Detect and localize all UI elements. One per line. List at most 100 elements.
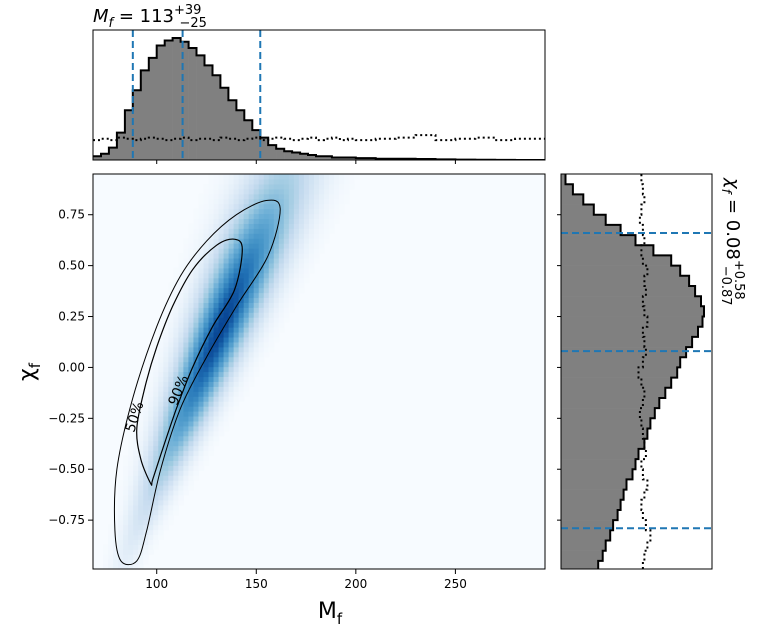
heatmap-cell: [158, 510, 164, 516]
heatmap-cell: [249, 184, 255, 190]
heatmap-cell: [193, 223, 199, 229]
heatmap-cell: [168, 515, 174, 521]
heatmap-cell: [269, 184, 275, 190]
heatmap-cell: [153, 544, 159, 550]
heatmap-cell: [108, 554, 114, 560]
heatmap-cell: [294, 258, 300, 264]
right-histogram-bar: [561, 337, 692, 347]
heatmap-cell: [264, 273, 270, 279]
heatmap-cell: [264, 248, 270, 254]
heatmap-cell: [259, 174, 265, 180]
right-histogram-bar: [561, 245, 653, 255]
heatmap-cell: [128, 549, 134, 555]
heatmap-cell: [224, 228, 230, 234]
heatmap-cell: [254, 312, 260, 318]
heatmap-cell: [168, 460, 174, 466]
heatmap-cell: [193, 283, 199, 289]
heatmap-cell: [294, 273, 300, 279]
heatmap-cell: [193, 475, 199, 481]
x-tick-label: 150: [245, 577, 268, 591]
heatmap-cell: [224, 376, 230, 382]
heatmap-cell: [173, 307, 179, 313]
heatmap-cell: [128, 495, 134, 501]
top-histogram-bar: [157, 45, 165, 160]
heatmap-cell: [173, 470, 179, 476]
heatmap-cell: [193, 421, 199, 427]
heatmap-cell: [193, 317, 199, 323]
heatmap-cell: [254, 293, 260, 299]
heatmap-cell: [183, 293, 189, 299]
heatmap-cell: [224, 204, 230, 210]
heatmap-cell: [299, 268, 305, 274]
heatmap-cell: [249, 253, 255, 259]
heatmap-cell: [264, 179, 270, 185]
heatmap-cell: [259, 248, 265, 254]
heatmap-cell: [133, 534, 139, 540]
heatmap-cell: [143, 446, 149, 452]
heatmap-cell: [334, 209, 340, 215]
heatmap-cell: [249, 273, 255, 279]
heatmap-cell: [103, 544, 109, 550]
heatmap-cell: [279, 258, 285, 264]
heatmap-cell: [304, 268, 310, 274]
heatmap-cell: [224, 184, 230, 190]
heatmap-cell: [244, 307, 250, 313]
heatmap-cell: [148, 530, 154, 536]
heatmap-cell: [234, 218, 240, 224]
heatmap-cell: [209, 302, 215, 308]
heatmap-cell: [123, 534, 129, 540]
heatmap-cell: [133, 510, 139, 516]
heatmap-cell: [234, 233, 240, 239]
heatmap-cell: [153, 534, 159, 540]
heatmap-cell: [123, 505, 129, 511]
heatmap-cell: [214, 357, 220, 363]
heatmap-cell: [178, 426, 184, 432]
heatmap-cell: [113, 520, 119, 526]
heatmap-cell: [198, 381, 204, 387]
heatmap-cell: [234, 381, 240, 387]
heatmap-cell: [219, 283, 225, 289]
heatmap-cell: [143, 505, 149, 511]
heatmap-cell: [249, 263, 255, 269]
heatmap-cell: [118, 539, 124, 545]
heatmap-cell: [279, 317, 285, 323]
heatmap-cell: [203, 416, 209, 422]
heatmap-cell: [183, 485, 189, 491]
heatmap-cell: [319, 248, 325, 254]
heatmap-cell: [234, 357, 240, 363]
heatmap-cell: [254, 327, 260, 333]
heatmap-cell: [309, 209, 315, 215]
heatmap-cell: [274, 322, 280, 328]
right-histogram-title: χf = 0.08+0.58−0.87: [718, 177, 746, 306]
heatmap-cell: [138, 534, 144, 540]
heatmap-cell: [123, 465, 129, 471]
right-histogram-bar: [561, 205, 594, 215]
heatmap-cell: [148, 534, 154, 540]
heatmap-cell: [274, 283, 280, 289]
heatmap-cell: [118, 559, 124, 565]
heatmap-cell: [224, 253, 230, 259]
heatmap-cell: [183, 441, 189, 447]
heatmap-cell: [178, 465, 184, 471]
heatmap-cell: [279, 273, 285, 279]
heatmap-cell: [138, 510, 144, 516]
heatmap-cell: [183, 337, 189, 343]
heatmap-cell: [214, 431, 220, 437]
heatmap-cell: [148, 544, 154, 550]
heatmap-cell: [224, 248, 230, 254]
heatmap-cell: [229, 248, 235, 254]
heatmap-cell: [138, 495, 144, 501]
heatmap-cell: [193, 342, 199, 348]
heatmap-cell: [163, 460, 169, 466]
heatmap-cell: [274, 184, 280, 190]
heatmap-cell: [329, 189, 335, 195]
heatmap-cell: [284, 243, 290, 249]
heatmap-cell: [173, 495, 179, 501]
heatmap-cell: [269, 317, 275, 323]
right-histogram-bar: [561, 540, 606, 550]
heatmap-cell: [284, 253, 290, 259]
heatmap-cell: [259, 214, 265, 220]
heatmap-cell: [209, 258, 215, 264]
heatmap-cell: [153, 401, 159, 407]
heatmap-cell: [148, 525, 154, 531]
